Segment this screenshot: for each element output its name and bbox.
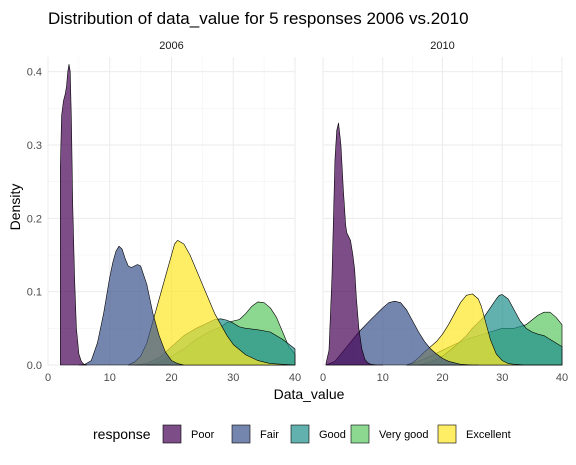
y-tick-label: 0.4 <box>27 67 42 79</box>
legend-label: Very good <box>379 429 429 441</box>
x-tick-label: 10 <box>104 372 116 384</box>
facet-panel-2006: 2006 0 10 20 30 40 0.0 0.1 0.2 0.3 0.4 <box>27 40 301 384</box>
y-tick-label: 0.2 <box>27 213 42 225</box>
density-area-poor <box>325 122 384 366</box>
legend-label: Poor <box>191 429 215 441</box>
grid <box>322 57 563 366</box>
legend-item-excellent: Excellent <box>437 424 511 444</box>
y-tick-label: 0.0 <box>27 360 42 372</box>
density-area-poor <box>60 64 88 366</box>
legend-item-very-good: Very good <box>350 424 429 444</box>
chart-title: Distribution of data_value for 5 respons… <box>48 9 469 28</box>
facet-panels: 2006 0 10 20 30 40 0.0 0.1 0.2 0.3 0.4 2010 0 10 20 30 4… <box>27 40 568 384</box>
x-tick-label: 20 <box>165 372 177 384</box>
x-axis-label: Data_value <box>274 386 345 402</box>
legend-item-fair: Fair <box>231 424 279 444</box>
legend-label: Fair <box>260 429 279 441</box>
x-tick-label: 0 <box>45 372 51 384</box>
x-tick-label: 30 <box>496 372 508 384</box>
legend-label: Excellent <box>466 429 511 441</box>
density-area-excellent <box>406 293 563 366</box>
x-tick-label: 30 <box>227 372 239 384</box>
y-axis-label: Density <box>7 184 23 231</box>
facet-strip-label: 2006 <box>159 40 183 52</box>
y-tick-label: 0.1 <box>27 287 42 299</box>
legend-title: response <box>93 426 151 442</box>
legend-swatch <box>231 424 251 444</box>
x-tick-label: 40 <box>289 372 301 384</box>
density-areas <box>325 122 563 366</box>
x-tick-label: 40 <box>556 372 568 384</box>
legend-swatch <box>290 424 310 444</box>
x-tick-label: 0 <box>320 372 326 384</box>
legend-item-good: Good <box>290 424 346 444</box>
legend: response Poor Fair Good Very good Excellent <box>93 424 511 444</box>
legend-item-poor: Poor <box>162 424 215 444</box>
legend-label: Good <box>319 429 346 441</box>
y-tick-label: 0.3 <box>27 140 42 152</box>
density-area-fair <box>78 245 185 366</box>
legend-swatch <box>437 424 457 444</box>
density-area-fair <box>325 300 479 366</box>
facet-panel-2010: 2010 0 10 20 30 40 <box>320 40 568 384</box>
legend-swatch <box>162 424 182 444</box>
facet-strip-label: 2010 <box>430 40 454 52</box>
x-tick-label: 10 <box>377 372 389 384</box>
x-tick-label: 20 <box>436 372 448 384</box>
density-areas <box>60 64 296 366</box>
legend-swatch <box>350 424 370 444</box>
